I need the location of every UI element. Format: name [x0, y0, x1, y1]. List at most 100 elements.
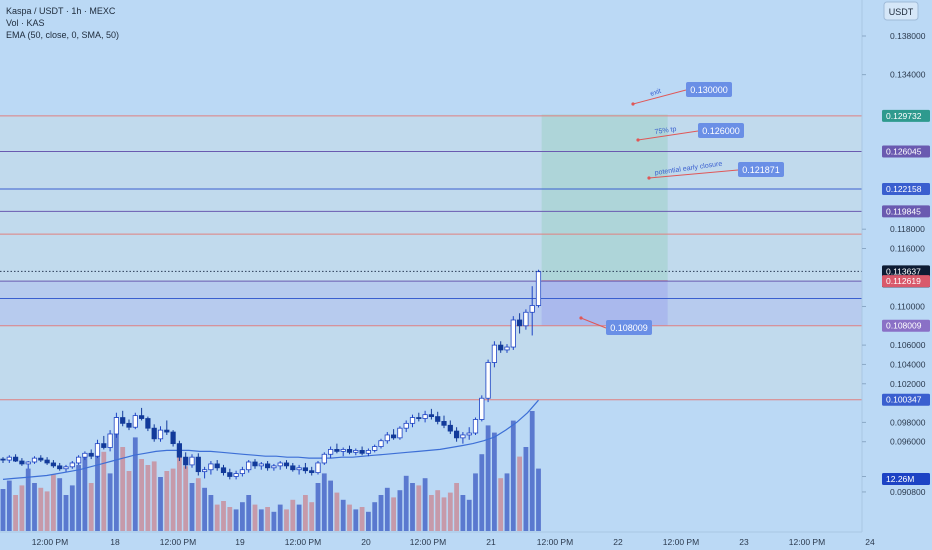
candle-body — [94, 443, 101, 457]
volume-label-box — [882, 473, 930, 485]
volume-bar — [422, 478, 428, 531]
volume-bar — [366, 511, 371, 531]
volume-bar — [95, 444, 100, 531]
time-axis[interactable] — [0, 532, 932, 550]
price-tick-label: 0.098000 — [890, 417, 926, 427]
tp75-value: 0.126000 — [702, 126, 740, 136]
volume-bar — [265, 507, 270, 531]
chart-legend: Kaspa / USDT · 1h · MEXC Vol · KAS EMA (… — [6, 5, 119, 41]
volume-bar — [303, 495, 308, 531]
price-tick-label: 0.102000 — [890, 379, 926, 389]
volume-bar — [284, 509, 289, 531]
stop-value-box — [606, 320, 652, 335]
volume-bar — [277, 504, 283, 531]
candle-body — [365, 450, 372, 454]
price-axis-level-labels: 0.129732 0.126045 0.122158 0.119845 0.113637… — [882, 109, 930, 485]
candle-body — [246, 461, 252, 471]
price-tick-label: 0.096000 — [890, 437, 926, 447]
volume-legend[interactable]: Vol · KAS — [6, 18, 45, 28]
volume-bar — [120, 447, 126, 531]
candle-body — [6, 456, 12, 461]
volume-bar — [517, 456, 522, 531]
candle-body — [101, 443, 107, 448]
candle-body — [176, 443, 182, 458]
volume-bar — [378, 495, 384, 531]
volume-bar — [69, 485, 75, 531]
stop-anchor — [579, 316, 583, 320]
volume-bar — [76, 465, 81, 531]
volume-bar — [460, 495, 466, 531]
level-label: 0.108009 — [886, 321, 922, 331]
time-tick-label: 12:00 PM — [32, 537, 68, 547]
candle-body — [453, 430, 460, 439]
symbol-title[interactable]: Kaspa / USDT · 1h · MEXC — [6, 6, 116, 16]
candle-body — [283, 462, 290, 467]
early-connector — [648, 169, 739, 179]
candle-body — [277, 462, 283, 467]
candle-body — [189, 456, 195, 466]
time-tick-label: 23 — [739, 537, 749, 547]
candle-body — [57, 465, 63, 470]
candle-body — [422, 414, 428, 419]
candle-body — [145, 418, 151, 429]
early-value: 0.121871 — [742, 165, 780, 175]
volume-bars — [0, 411, 541, 531]
candle-body — [372, 446, 378, 451]
level-label: 0.100347 — [886, 395, 922, 405]
time-tick-label: 12:00 PM — [410, 537, 446, 547]
price-tick-label: 0.118000 — [890, 224, 925, 234]
currency-button[interactable]: USDT — [883, 1, 919, 21]
exit-value: 0.130000 — [690, 85, 728, 95]
early-value-box — [738, 162, 784, 177]
volume-bar — [57, 478, 63, 531]
volume-bar — [466, 499, 472, 531]
volume-bar — [25, 468, 31, 531]
volume-bar — [347, 504, 352, 531]
time-tick-label: 22 — [613, 537, 623, 547]
candle-body — [126, 422, 132, 428]
time-tick-label: 12:00 PM — [160, 537, 196, 547]
candle-body — [50, 462, 57, 467]
candle-body — [321, 453, 327, 464]
volume-bar — [315, 483, 321, 531]
volume-bar — [227, 507, 233, 531]
time-axis-ticks: 12:00 PM 18 12:00 PM 19 12:00 PM 20 12:00 PM 21… — [32, 537, 875, 547]
price-tick-label: 0.110000 — [890, 301, 925, 311]
volume-bar — [38, 487, 44, 531]
volume-bar — [479, 454, 485, 531]
volume-bar — [397, 490, 403, 531]
volume-bar — [441, 497, 447, 531]
candle-body — [479, 397, 485, 420]
volume-bar — [158, 477, 163, 531]
volume-bar — [536, 468, 541, 531]
range-zone — [0, 115, 862, 400]
tp75-anchor — [636, 138, 640, 142]
candle-body — [208, 463, 214, 471]
candle-body — [409, 417, 416, 424]
volume-bar — [473, 473, 478, 531]
volume-bar — [290, 499, 296, 531]
volume-bar — [82, 456, 88, 531]
candle-body — [441, 421, 447, 426]
candle-body — [170, 431, 176, 445]
candle-body — [233, 473, 239, 477]
volume-bar — [309, 502, 315, 531]
volume-bar — [195, 478, 201, 531]
volume-bar — [435, 490, 441, 531]
candle-body — [498, 344, 504, 351]
candle-body — [63, 466, 69, 470]
level-label-box — [882, 393, 930, 406]
tp75-connector — [637, 130, 699, 141]
exit-value-box — [686, 82, 732, 97]
level-label: 0.122158 — [886, 184, 922, 194]
candle-body — [309, 470, 315, 474]
candle-body — [252, 461, 258, 467]
candle-body — [19, 460, 25, 465]
candle-body — [227, 472, 233, 477]
candle-body — [107, 433, 113, 448]
candle-body — [428, 414, 435, 417]
time-tick-label: 12:00 PM — [663, 537, 699, 547]
ema-legend[interactable]: EMA (50, close, 0, SMA, 50) — [6, 30, 120, 40]
volume-bar — [498, 478, 504, 531]
